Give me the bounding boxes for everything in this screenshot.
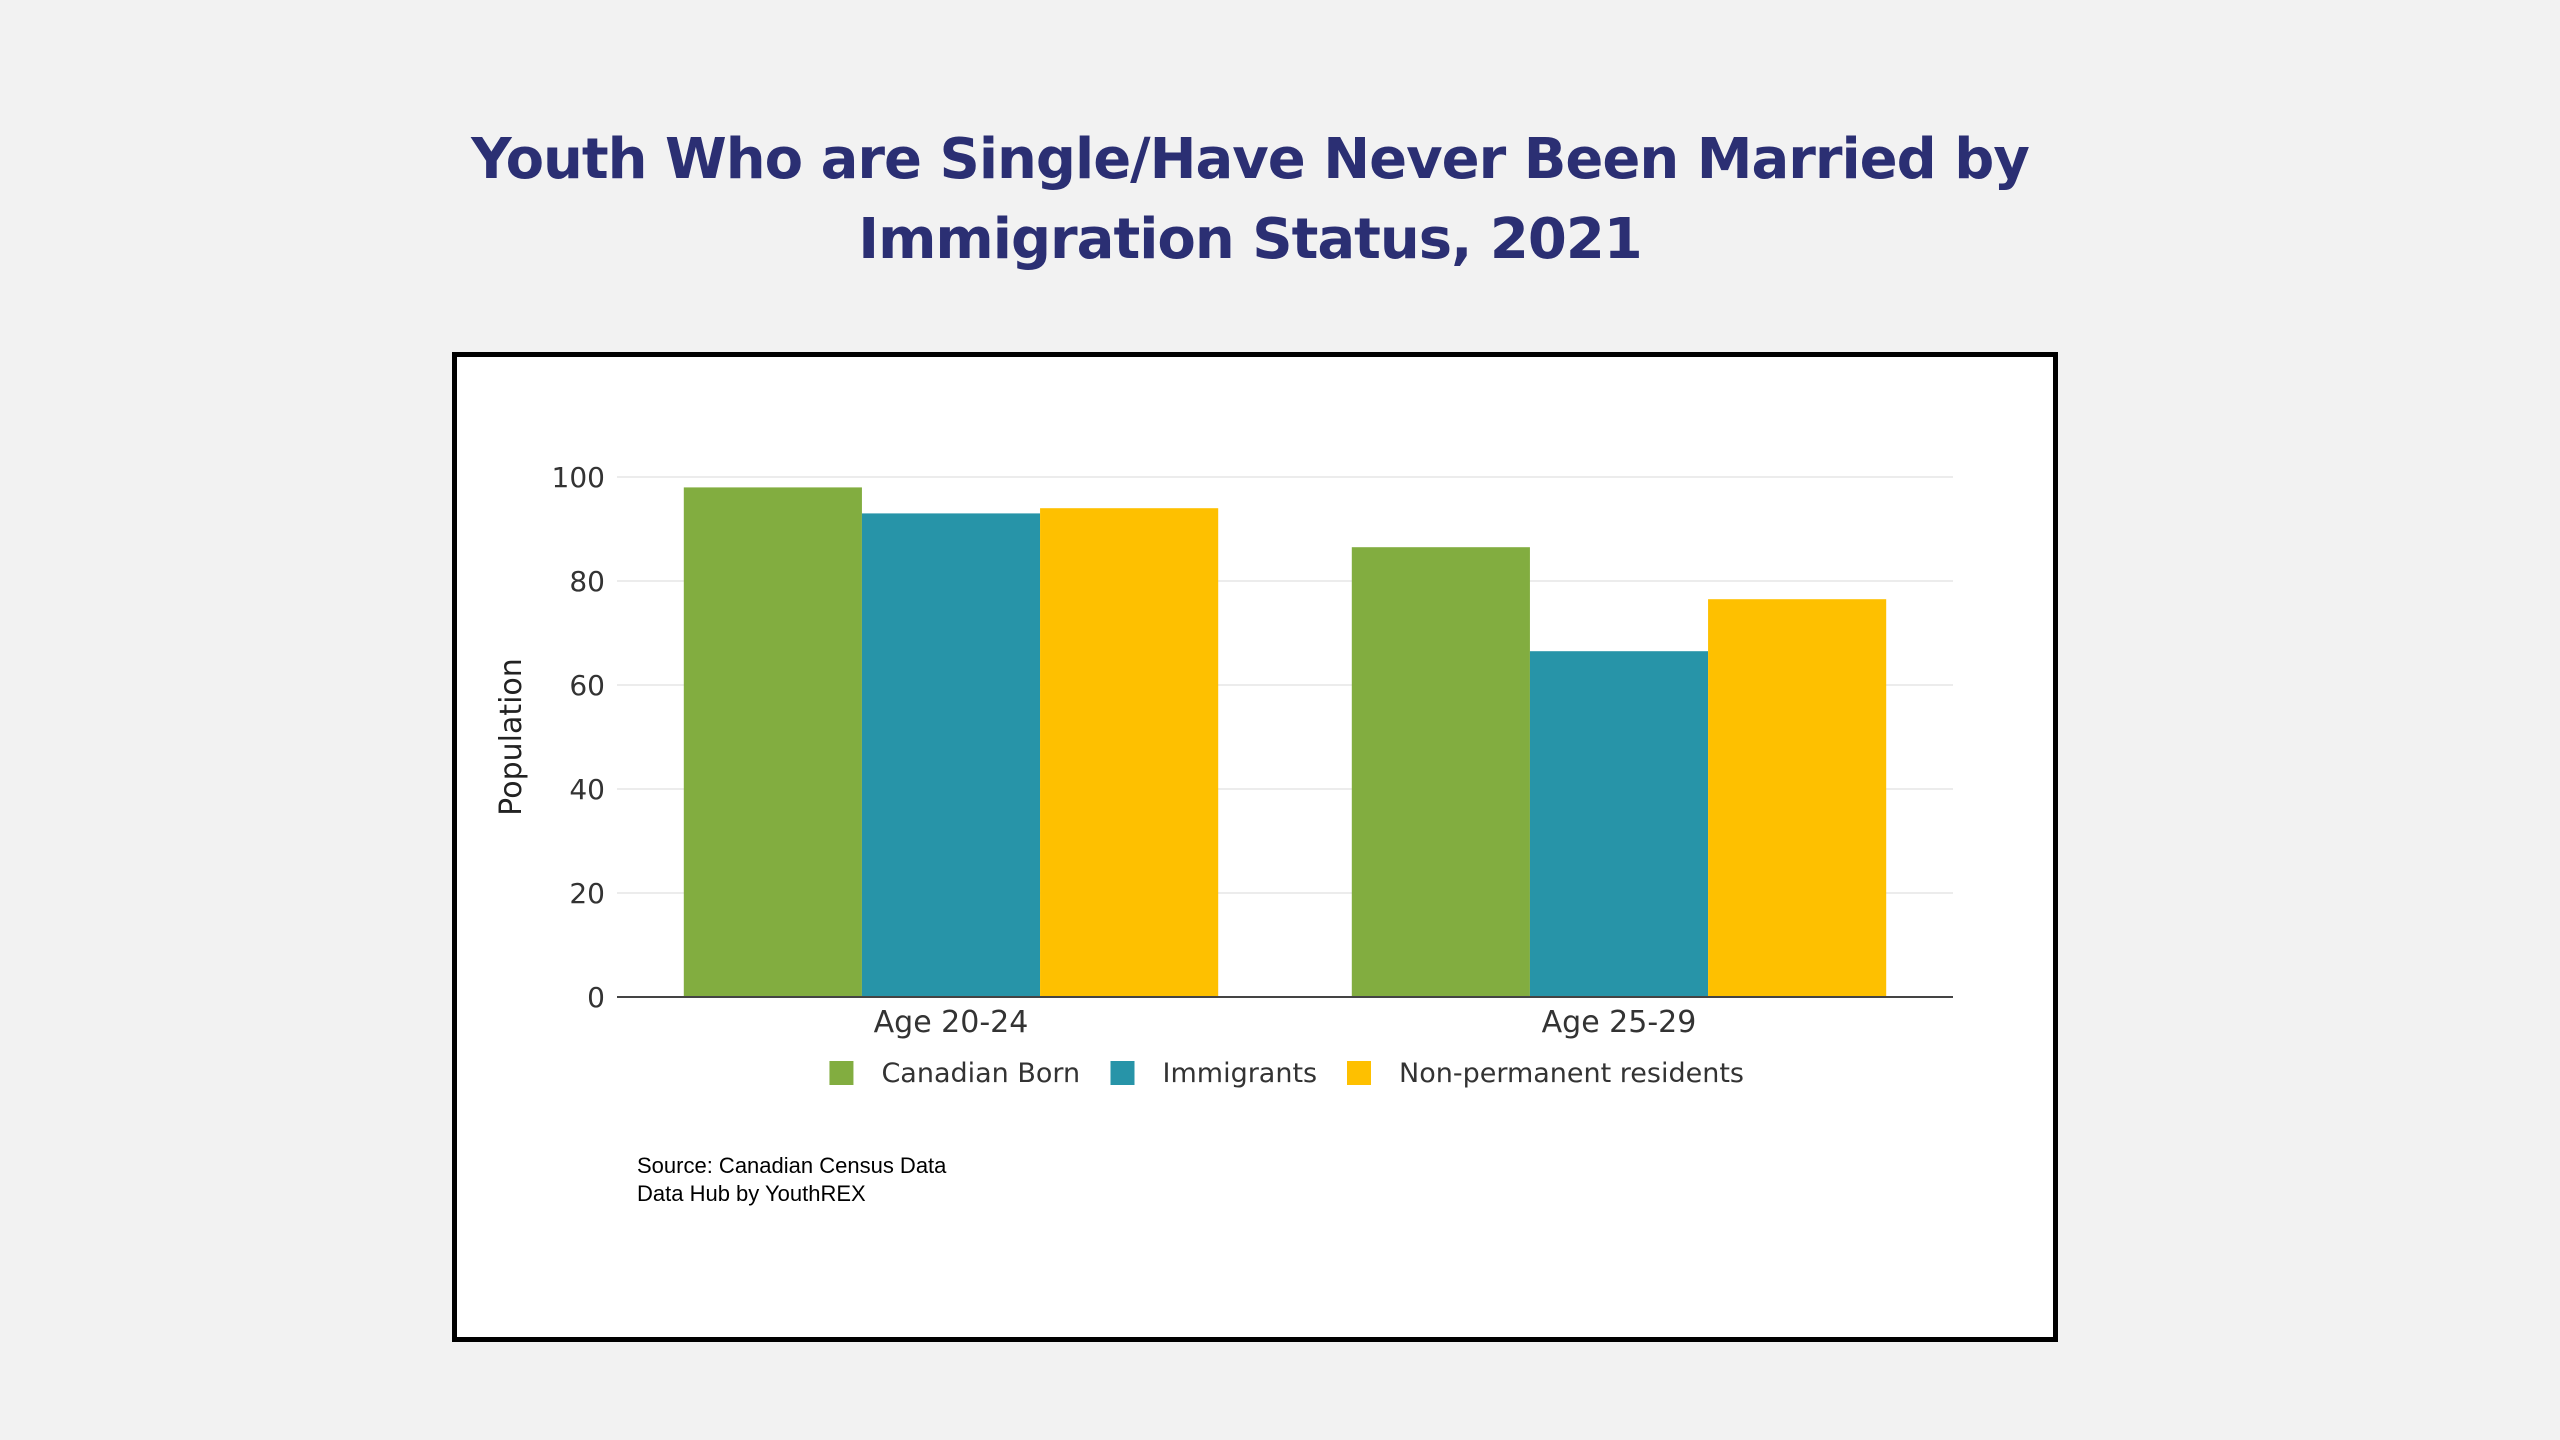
y-axis-title: Population <box>494 658 529 816</box>
legend-label: Canadian Born <box>881 1058 1080 1089</box>
y-tick-label: 100 <box>552 461 605 494</box>
bar <box>1708 599 1887 997</box>
y-tick-label: 20 <box>569 877 605 910</box>
source-note: Source: Canadian Census Data Data Hub by… <box>637 1152 946 1208</box>
bar <box>683 487 862 997</box>
legend-label: Non-permanent residents <box>1399 1058 1744 1089</box>
bar-chart: 0 20 40 60 80 100 Population Age 20-24 Age 25-29… <box>494 461 1953 1089</box>
bar <box>861 513 1041 997</box>
credit-line: Data Hub by YouthREX <box>637 1181 866 1206</box>
page-title: Youth Who are Single/Have Never Been Mar… <box>0 120 2500 280</box>
source-line: Source: Canadian Census Data <box>637 1153 947 1178</box>
legend-swatch <box>1110 1061 1135 1085</box>
legend-swatch <box>829 1061 854 1085</box>
bar <box>1040 508 1219 997</box>
y-tick-label: 0 <box>587 981 605 1014</box>
page-title-line-2: Immigration Status, 2021 <box>858 207 1643 272</box>
y-tick-label: 40 <box>569 773 605 806</box>
bar <box>1351 547 1530 997</box>
page-title-line-1: Youth Who are Single/Have Never Been Mar… <box>471 127 2030 192</box>
y-tick-label: 80 <box>569 565 605 598</box>
x-tick-label: Age 25-29 <box>1542 1005 1697 1040</box>
legend-swatch <box>1347 1061 1371 1085</box>
legend-label: Immigrants <box>1163 1058 1318 1089</box>
x-tick-label: Age 20-24 <box>874 1005 1029 1040</box>
chart-frame: 0 20 40 60 80 100 Population Age 20-24 Age 25-29… <box>452 352 2058 1342</box>
y-tick-label: 60 <box>569 669 605 702</box>
bar <box>1529 651 1709 997</box>
